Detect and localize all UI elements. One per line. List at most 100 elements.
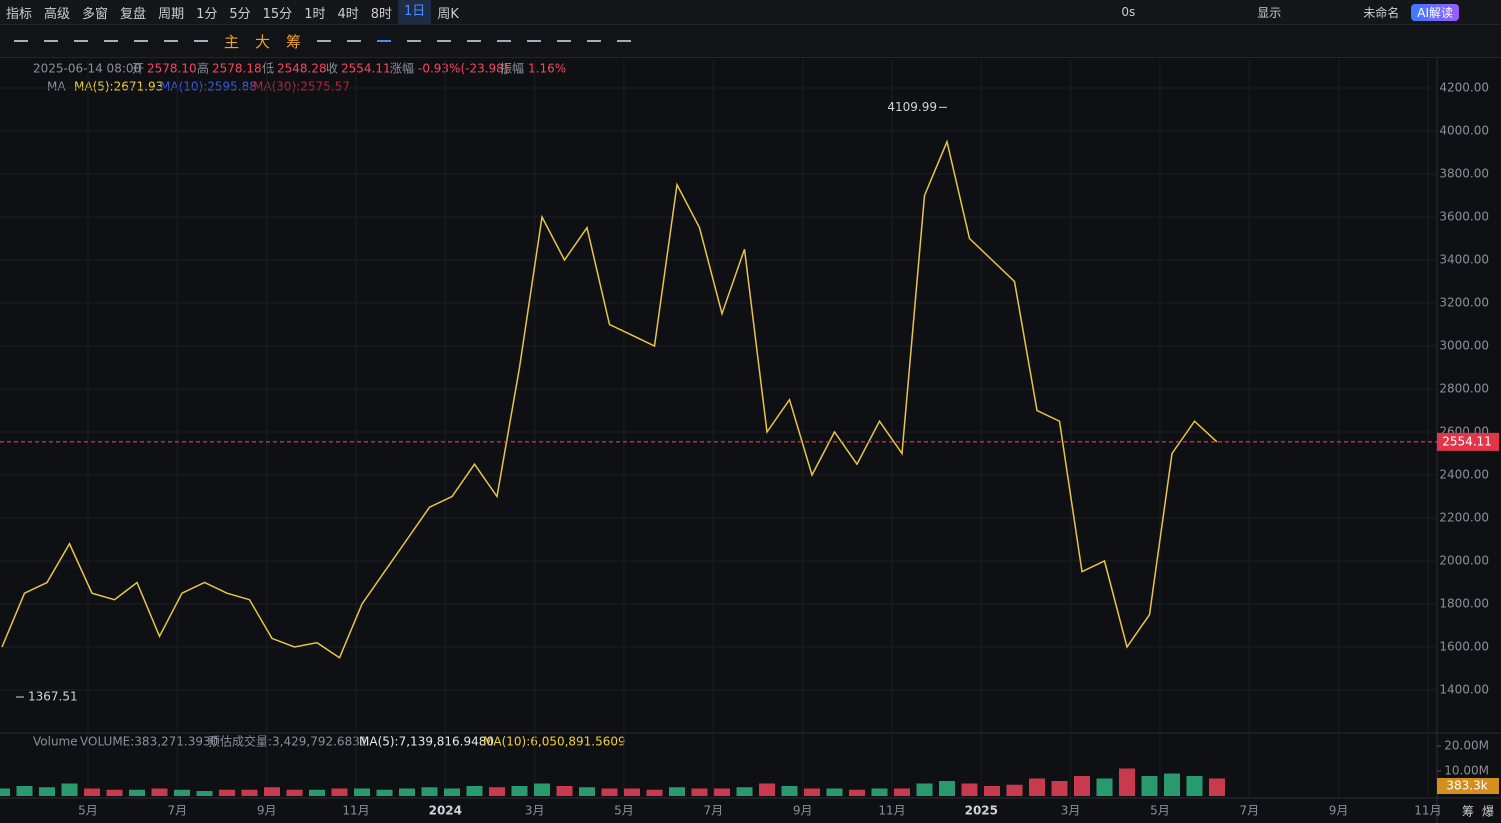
last-price-box xyxy=(1437,432,1499,451)
volume-bar xyxy=(624,788,640,796)
tool-icon[interactable] xyxy=(587,40,602,42)
chart: 2025-06-14 08:00 开 2578.10 高 2578.18 低 2… xyxy=(0,58,1501,823)
timer: 0s xyxy=(1121,5,1136,19)
volume-label: Volume xyxy=(33,735,78,749)
layout-name[interactable]: 未命名 xyxy=(1363,5,1400,20)
info-label: 振幅 xyxy=(500,61,524,76)
info-value: 2554.11 xyxy=(341,62,391,76)
volume-bar xyxy=(1051,781,1068,796)
volume-bar xyxy=(984,786,1000,796)
volume-bar xyxy=(196,791,213,796)
ma-value: MA(30):2575.57 xyxy=(253,80,350,94)
tool-icon[interactable] xyxy=(527,40,542,42)
tool-label[interactable]: 筹 xyxy=(286,32,302,51)
tool-icon[interactable] xyxy=(44,40,58,42)
side-label[interactable]: 筹 xyxy=(1462,805,1474,819)
x-tick-label: 11月 xyxy=(878,804,905,818)
volume-bar xyxy=(151,788,168,796)
tool-icon[interactable] xyxy=(317,40,332,42)
ai-button[interactable]: AI解读 xyxy=(1411,3,1459,21)
toolbar-item[interactable]: 指标 xyxy=(6,6,33,22)
info-label: 收 xyxy=(326,62,338,76)
volume-last-label: 383.3k xyxy=(1446,779,1487,793)
y-tick-label: 3800.00 xyxy=(1439,166,1489,180)
volume-bar xyxy=(691,788,708,796)
toolbar-item[interactable]: 15分 xyxy=(262,6,293,22)
ma-value: MA(10):2595.88 xyxy=(160,80,257,94)
volume-bar xyxy=(16,786,33,796)
x-tick-label: 2024 xyxy=(429,804,462,818)
top-toolbar: 指标 高级 多窗 复盘 周期 1分 5分 15分 1时 4时 8时 1日 周K … xyxy=(0,0,1501,25)
tool-icon[interactable] xyxy=(194,40,208,42)
y-tick-label: 1600.00 xyxy=(1439,640,1489,654)
volume-bar xyxy=(309,789,325,796)
tool-icon[interactable] xyxy=(14,40,28,42)
x-tick-label: 5月 xyxy=(78,804,98,818)
tool-icon[interactable] xyxy=(377,40,392,42)
tool-icon[interactable] xyxy=(437,40,452,42)
volume-bar xyxy=(781,786,798,796)
tool-icon[interactable] xyxy=(347,40,362,42)
y-tick-label: 4000.00 xyxy=(1439,123,1489,137)
toolbar-item[interactable]: 周期 xyxy=(158,6,185,22)
tool-icon[interactable] xyxy=(557,40,572,42)
x-tick-label: 5月 xyxy=(1150,804,1170,818)
volume-bar xyxy=(556,786,573,796)
y-tick-label: 2400.00 xyxy=(1439,467,1489,481)
info-label: 高 xyxy=(197,61,209,76)
tool-icon[interactable] xyxy=(497,40,512,42)
toolbar-item[interactable]: 5分 xyxy=(229,6,251,22)
toolbar-item[interactable]: 多窗 xyxy=(82,6,109,22)
volume-estimate: 预估成交量:3,429,792.6831 xyxy=(208,734,367,749)
volume-ma: MA(5):7,139,816.9480 xyxy=(359,735,494,749)
volume-bar xyxy=(601,788,618,796)
tool-icon[interactable] xyxy=(407,40,422,42)
y-tick-label: 2200.00 xyxy=(1439,510,1489,524)
ma-label: MA xyxy=(47,80,66,94)
tool-label[interactable]: 主 xyxy=(224,32,240,51)
toolbar-item[interactable]: 8时 xyxy=(370,6,393,22)
volume-tick-label: 20.00M xyxy=(1444,739,1489,753)
volume-bar xyxy=(669,787,685,796)
toolbar-item[interactable]: 高级 xyxy=(44,6,71,22)
tool-icon[interactable] xyxy=(164,40,178,42)
tool-icon[interactable] xyxy=(74,40,88,42)
x-tick-label: 2025 xyxy=(965,804,998,818)
toolbar-item[interactable]: 周K xyxy=(437,6,459,22)
y-tick-label: 3400.00 xyxy=(1439,252,1489,266)
volume-bar xyxy=(916,783,933,796)
volume-bar xyxy=(354,788,370,796)
side-label[interactable]: 爆 xyxy=(1482,805,1494,819)
toolbar-item[interactable]: 4时 xyxy=(337,6,359,22)
display-button[interactable]: 显示 xyxy=(1257,5,1282,20)
volume-bar xyxy=(534,783,550,796)
low-label: 1367.51 xyxy=(28,689,78,703)
info-label: 开 xyxy=(132,62,144,76)
volume-bar xyxy=(511,786,528,796)
y-tick-label: 1800.00 xyxy=(1439,596,1489,610)
tool-icon[interactable] xyxy=(134,40,148,42)
volume-bar xyxy=(1119,768,1135,796)
volume-bar xyxy=(376,789,393,796)
volume-bar xyxy=(759,783,775,796)
volume-bar xyxy=(1186,776,1203,796)
info-value: -0.93%(-23.98) xyxy=(418,62,509,76)
tool-label[interactable]: 大 xyxy=(255,32,271,51)
tool-icon[interactable] xyxy=(104,40,118,42)
tool-icon[interactable] xyxy=(467,40,482,42)
volume-bar xyxy=(1141,776,1158,796)
x-tick-label: 11月 xyxy=(342,804,369,818)
toolbar-item[interactable]: 1分 xyxy=(196,6,218,22)
volume-bar xyxy=(871,788,888,796)
x-tick-label: 7月 xyxy=(703,804,723,818)
toolbar-item[interactable]: 复盘 xyxy=(120,6,147,22)
volume-bar xyxy=(646,789,663,796)
volume-bar xyxy=(849,789,865,796)
toolbar-item[interactable]: 1时 xyxy=(304,6,326,22)
tool-icon[interactable] xyxy=(617,40,632,42)
toolbar-item-selected[interactable]: 1日 xyxy=(398,0,432,24)
volume-tick-label: 10.00M xyxy=(1444,764,1489,778)
volume-bar xyxy=(1096,778,1113,796)
volume-last-box xyxy=(1437,778,1499,794)
volume-value: VOLUME:383,271.3930 xyxy=(80,735,218,749)
